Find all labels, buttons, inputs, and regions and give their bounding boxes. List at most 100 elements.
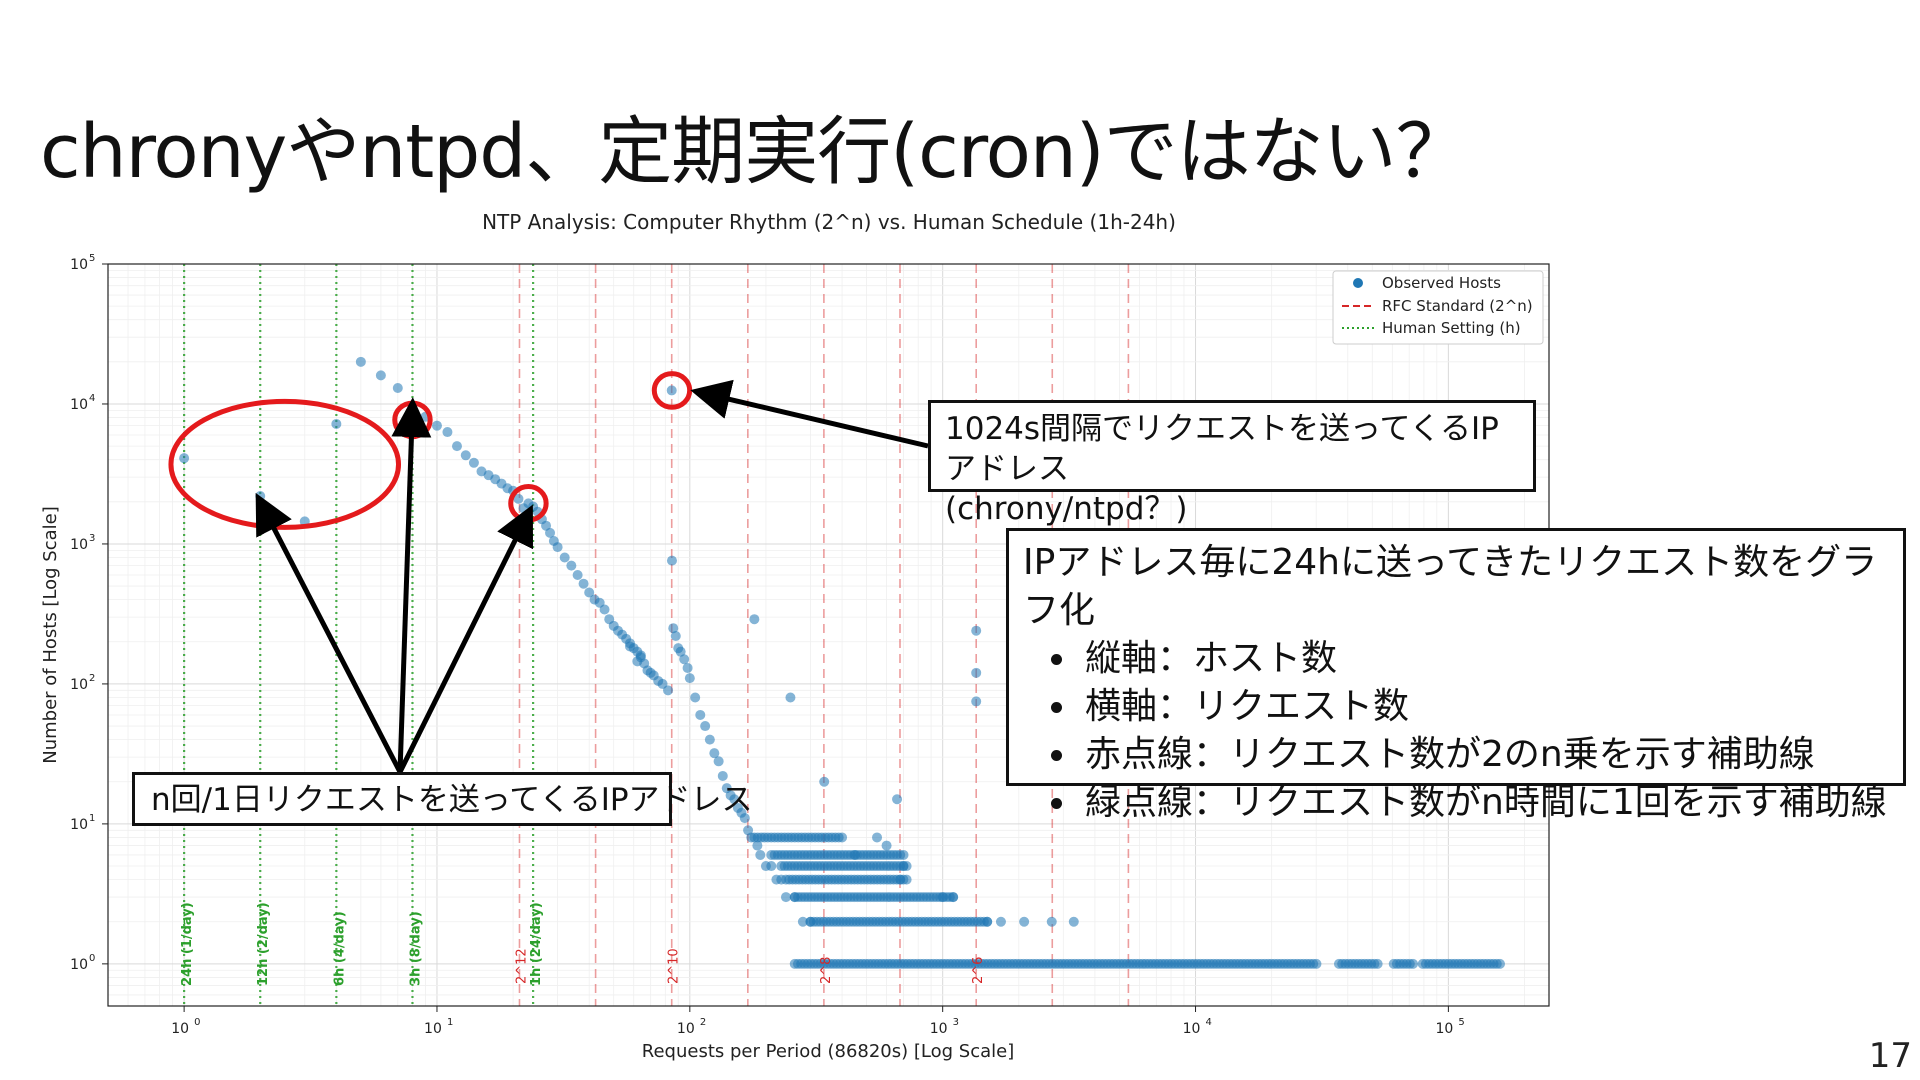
chart-title: NTP Analysis: Computer Rhythm (2^n) vs. … bbox=[482, 210, 1176, 234]
highlight-circle bbox=[651, 371, 693, 410]
callout-1024s-line2: (chrony/ntpd？) bbox=[945, 491, 1188, 527]
x-tick-exponent: 2 bbox=[700, 1017, 706, 1028]
data-points bbox=[179, 356, 1505, 969]
data-point bbox=[442, 427, 453, 438]
y-tick-label: 10 bbox=[70, 397, 88, 413]
data-point bbox=[755, 849, 766, 860]
data-point bbox=[766, 861, 777, 872]
human-line-label: 1h (24/day) bbox=[529, 902, 544, 986]
data-point bbox=[1408, 958, 1419, 969]
explanation-item-green-lines: 緑点線：リクエスト数がn時間に1回を示す補助線 bbox=[1079, 779, 1889, 827]
legend-box bbox=[1332, 270, 1544, 345]
data-point bbox=[971, 696, 982, 707]
data-point bbox=[635, 652, 646, 663]
data-point bbox=[355, 356, 366, 367]
data-point bbox=[431, 420, 442, 431]
pointer-arrow bbox=[397, 504, 533, 774]
x-tick-label: 10 bbox=[677, 1021, 695, 1037]
data-point bbox=[670, 630, 681, 641]
data-point bbox=[709, 748, 720, 759]
x-tick-exponent: 5 bbox=[1458, 1017, 1464, 1028]
rfc-line-label: 2^6 bbox=[971, 957, 986, 984]
data-point bbox=[179, 453, 190, 464]
data-point bbox=[559, 552, 570, 563]
data-point bbox=[1046, 916, 1057, 927]
x-tick-label: 10 bbox=[424, 1021, 442, 1037]
data-point bbox=[749, 614, 760, 625]
data-point bbox=[566, 560, 577, 571]
data-point bbox=[584, 587, 595, 598]
data-point bbox=[700, 721, 711, 732]
x-tick-exponent: 0 bbox=[194, 1017, 200, 1028]
data-point bbox=[552, 542, 563, 553]
data-point bbox=[599, 604, 610, 615]
y-tick-exponent: 1 bbox=[89, 813, 95, 824]
data-point bbox=[819, 776, 830, 787]
data-point bbox=[713, 756, 724, 767]
human-line-label: 12h (2/day) bbox=[256, 902, 271, 986]
explanation-item-x-axis: 横軸：リクエスト数 bbox=[1079, 683, 1889, 731]
axis-ticks: 10 0 10 1 10 2 10 3 10 4 10 510 010 110 210 310 410 5 bbox=[70, 253, 1465, 1037]
y-tick-label: 10 bbox=[70, 957, 88, 973]
data-point bbox=[704, 734, 715, 745]
explanation-item-red-lines: 赤点線：リクエスト数が2のn乗を示す補助線 bbox=[1079, 731, 1889, 779]
human-line-label: 6h (4/day) bbox=[332, 911, 347, 986]
data-point bbox=[255, 491, 266, 502]
y-tick-exponent: 0 bbox=[89, 953, 95, 964]
data-point bbox=[451, 441, 462, 452]
data-point bbox=[785, 692, 796, 703]
callout-daily-text: n回/1日リクエストを送ってくるIPアドレス bbox=[151, 782, 753, 818]
data-point bbox=[460, 450, 471, 461]
x-tick-label: 10 bbox=[1183, 1021, 1201, 1037]
data-point bbox=[1311, 958, 1322, 969]
x-tick-exponent: 3 bbox=[953, 1017, 959, 1028]
data-point bbox=[679, 654, 690, 665]
data-point bbox=[901, 861, 912, 872]
data-point bbox=[690, 692, 701, 703]
y-tick-exponent: 5 bbox=[89, 253, 95, 264]
data-point bbox=[739, 813, 750, 824]
callout-1024s-interval: 1024s間隔でリクエストを送ってくるIPアドレス (chrony/ntpd？) bbox=[928, 400, 1536, 527]
chart-legend: Observed Hosts RFC Standard (2^n) Human … bbox=[1332, 270, 1544, 345]
data-point bbox=[666, 385, 677, 396]
data-point bbox=[331, 418, 342, 429]
data-point bbox=[982, 916, 993, 927]
legend-label-rfc: RFC Standard (2^n) bbox=[1382, 297, 1533, 315]
data-point bbox=[1019, 916, 1030, 927]
data-point bbox=[995, 916, 1006, 927]
data-point bbox=[752, 840, 763, 851]
y-axis-label: Number of Hosts [Log Scale] bbox=[40, 506, 61, 764]
human-line-label: 3h (8/day) bbox=[408, 911, 423, 986]
y-tick-label: 10 bbox=[70, 677, 88, 693]
data-point bbox=[780, 892, 791, 903]
x-tick-exponent: 4 bbox=[1206, 1017, 1212, 1028]
data-point bbox=[881, 840, 892, 851]
data-point bbox=[872, 832, 883, 843]
data-point bbox=[1494, 958, 1505, 969]
explanation-item-y-axis: 縦軸：ホスト数 bbox=[1079, 635, 1889, 683]
y-tick-label: 10 bbox=[70, 537, 88, 553]
data-point bbox=[1372, 958, 1383, 969]
data-point bbox=[948, 892, 959, 903]
legend-label-human: Human Setting (h) bbox=[1382, 319, 1521, 337]
legend-marker-observed bbox=[1353, 278, 1363, 288]
data-point bbox=[375, 370, 386, 381]
data-point bbox=[695, 709, 706, 720]
x-tick-label: 10 bbox=[1435, 1021, 1453, 1037]
explanation-list: 縦軸：ホスト数 横軸：リクエスト数 赤点線：リクエスト数が2のn乗を示す補助線 … bbox=[1023, 635, 1889, 827]
x-tick-label: 10 bbox=[171, 1021, 189, 1037]
callout-daily-requests: n回/1日リクエストを送ってくるIPアドレス bbox=[132, 772, 753, 826]
data-point bbox=[717, 770, 728, 781]
slide-title: chronyやntpd、定期実行(cron)ではない？ bbox=[40, 109, 1470, 195]
x-tick-label: 10 bbox=[930, 1021, 948, 1037]
page-number: 17 bbox=[1868, 1036, 1912, 1076]
data-point bbox=[682, 662, 693, 673]
data-point bbox=[578, 578, 589, 589]
data-point bbox=[668, 623, 679, 634]
pointer-arrow bbox=[391, 397, 432, 773]
data-point bbox=[392, 383, 403, 394]
data-point bbox=[901, 874, 912, 885]
y-tick-label: 10 bbox=[70, 817, 88, 833]
data-point bbox=[513, 493, 524, 504]
rfc-line-label: 2^12 bbox=[514, 948, 529, 984]
